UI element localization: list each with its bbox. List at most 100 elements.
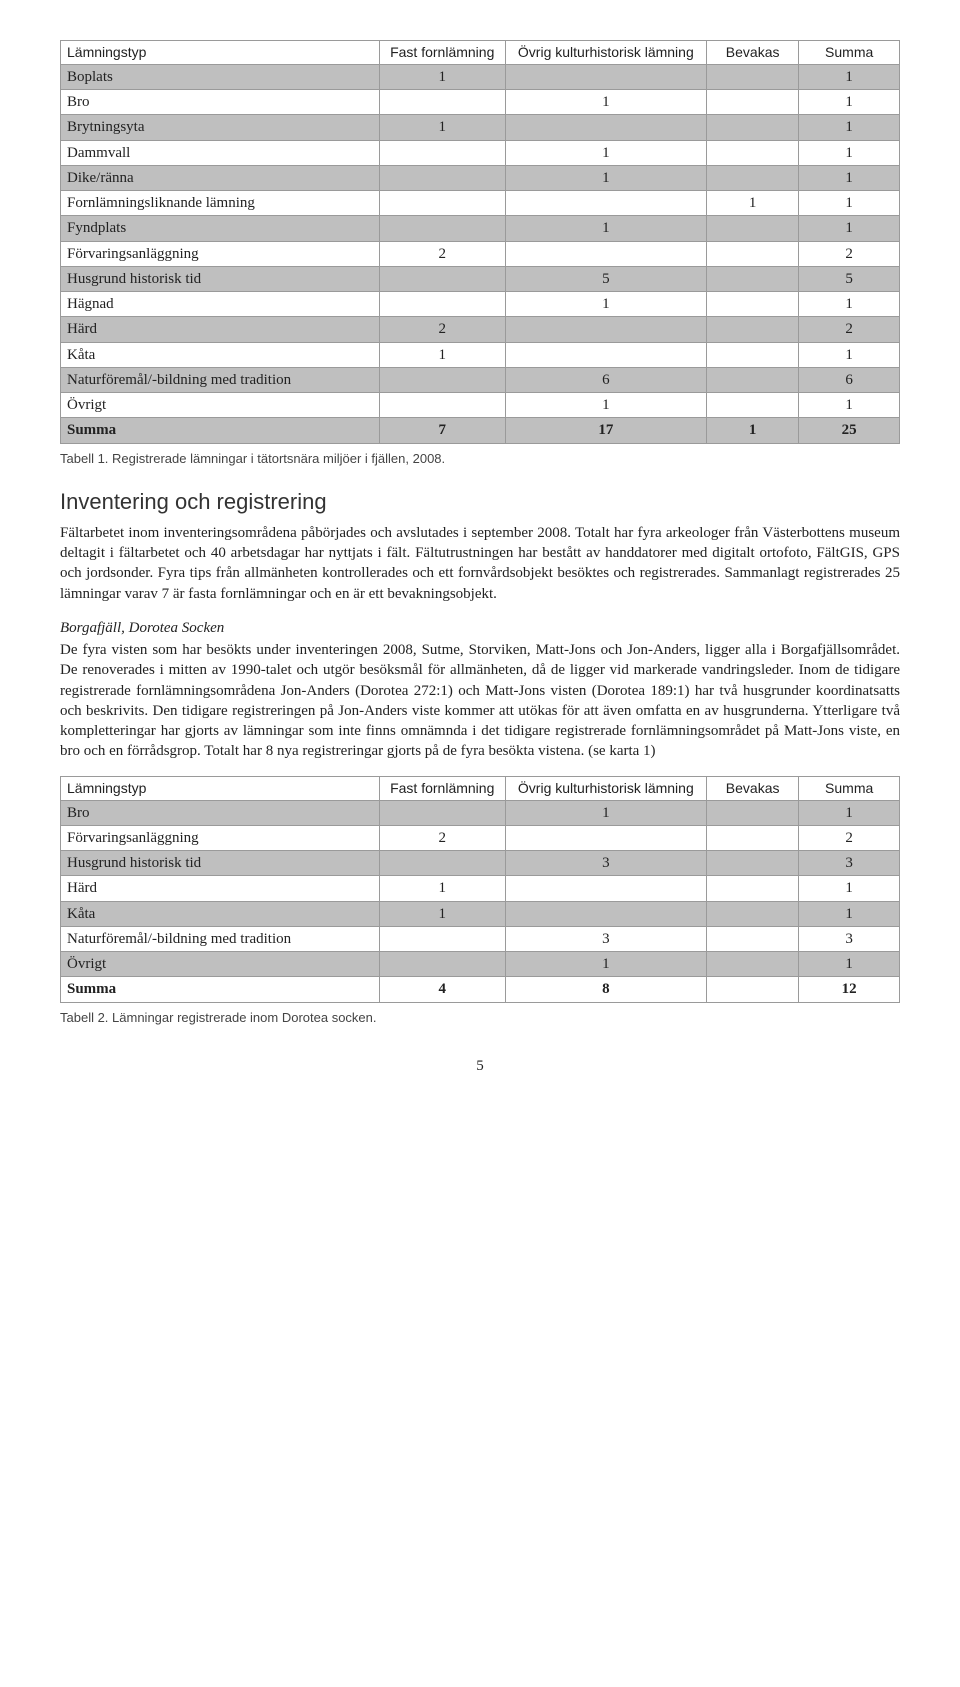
table-cell — [707, 926, 799, 951]
table-cell: 1 — [505, 140, 706, 165]
table-cell: 1 — [379, 64, 505, 89]
table-cell: Fornlämningsliknande lämning — [61, 191, 380, 216]
table-cell — [379, 926, 505, 951]
table-cell — [505, 115, 706, 140]
table-cell: Husgrund historisk tid — [61, 851, 380, 876]
table-cell: 5 — [799, 266, 900, 291]
table-cell — [707, 292, 799, 317]
table-header-cell: Fast fornlämning — [379, 41, 505, 65]
table-cell: 1 — [799, 191, 900, 216]
table-cell: 7 — [379, 418, 505, 443]
table-cell — [707, 393, 799, 418]
table-row: Bro11 — [61, 90, 900, 115]
table-cell: 1 — [505, 952, 706, 977]
table-cell: 1 — [505, 292, 706, 317]
table-cell: 2 — [379, 825, 505, 850]
table-cell — [505, 825, 706, 850]
table-header-cell: Övrig kulturhistorisk lämning — [505, 776, 706, 800]
paragraph-1: Fältarbetet inom inventeringsområdena på… — [60, 523, 900, 604]
table-cell — [707, 876, 799, 901]
table-cell: 1 — [799, 140, 900, 165]
table-cell: 1 — [505, 90, 706, 115]
table-row: Härd22 — [61, 317, 900, 342]
table-cell — [379, 191, 505, 216]
table-cell: Husgrund historisk tid — [61, 266, 380, 291]
table-cell: 1 — [799, 901, 900, 926]
table-row: Fornlämningsliknande lämning11 — [61, 191, 900, 216]
table-cell: 1 — [707, 418, 799, 443]
subheading: Borgafjäll, Dorotea Socken — [60, 618, 900, 638]
table-cell: 1 — [799, 393, 900, 418]
table-cell — [379, 851, 505, 876]
table-cell: 6 — [799, 367, 900, 392]
table-sum-row: Summa717125 — [61, 418, 900, 443]
table-row: Dammvall 1 1 — [61, 140, 900, 165]
table-cell: Naturföremål/-bildning med tradition — [61, 367, 380, 392]
table-cell — [707, 216, 799, 241]
table-cell: Dammvall — [61, 140, 380, 165]
table-cell: 6 — [505, 367, 706, 392]
table-cell — [379, 800, 505, 825]
table-cell: Naturföremål/-bildning med tradition — [61, 926, 380, 951]
table-cell — [505, 901, 706, 926]
table-cell — [379, 266, 505, 291]
table-cell — [707, 64, 799, 89]
table-header-cell: Summa — [799, 41, 900, 65]
table-cell: 1 — [799, 292, 900, 317]
table-1: LämningstypFast fornlämningÖvrig kulturh… — [60, 40, 900, 444]
table-cell — [707, 342, 799, 367]
table-header-cell: Bevakas — [707, 41, 799, 65]
table-2-caption: Tabell 2. Lämningar registrerade inom Do… — [60, 1009, 900, 1027]
table-cell: 1 — [799, 115, 900, 140]
table-cell: Bro — [61, 90, 380, 115]
table-cell: 2 — [799, 241, 900, 266]
table-row: Bro11 — [61, 800, 900, 825]
table-header-cell: Lämningstyp — [61, 776, 380, 800]
table-cell: 1 — [379, 876, 505, 901]
table-cell — [707, 901, 799, 926]
table-cell — [379, 367, 505, 392]
table-cell: 1 — [505, 800, 706, 825]
table-sum-row: Summa4812 — [61, 977, 900, 1002]
table-row: Brytningsyta11 — [61, 115, 900, 140]
table-cell — [379, 292, 505, 317]
table-cell — [707, 851, 799, 876]
table-row: Förvaringsanläggning22 — [61, 241, 900, 266]
table-cell: 1 — [379, 342, 505, 367]
table-cell: 1 — [799, 342, 900, 367]
table-1-caption: Tabell 1. Registrerade lämningar i tätor… — [60, 450, 900, 468]
table-row: Husgrund historisk tid33 — [61, 851, 900, 876]
table-header-cell: Summa — [799, 776, 900, 800]
table-cell — [707, 800, 799, 825]
table-cell: Boplats — [61, 64, 380, 89]
table-cell — [505, 876, 706, 901]
table-cell: 17 — [505, 418, 706, 443]
table-cell: Härd — [61, 876, 380, 901]
table-row: Kåta11 — [61, 342, 900, 367]
table-cell: 1 — [799, 165, 900, 190]
table-cell: 1 — [799, 952, 900, 977]
table-header-cell: Bevakas — [707, 776, 799, 800]
table-row: Kåta11 — [61, 901, 900, 926]
table-row: Boplats11 — [61, 64, 900, 89]
page-number: 5 — [60, 1056, 900, 1076]
table-cell — [505, 241, 706, 266]
table-cell: 1 — [379, 901, 505, 926]
table-cell: 4 — [379, 977, 505, 1002]
table-cell: 1 — [799, 216, 900, 241]
table-cell: Brytningsyta — [61, 115, 380, 140]
table-cell — [707, 977, 799, 1002]
table-cell: Kåta — [61, 342, 380, 367]
table-header-row: LämningstypFast fornlämningÖvrig kulturh… — [61, 41, 900, 65]
table-cell: 3 — [505, 926, 706, 951]
table-cell: 2 — [799, 317, 900, 342]
table-2: LämningstypFast fornlämningÖvrig kulturh… — [60, 776, 900, 1003]
table-cell — [379, 393, 505, 418]
table-cell — [707, 952, 799, 977]
table-cell: 1 — [505, 216, 706, 241]
table-cell — [379, 952, 505, 977]
table-cell — [505, 342, 706, 367]
table-row: Förvaringsanläggning22 — [61, 825, 900, 850]
table-cell: 3 — [799, 851, 900, 876]
table-cell — [379, 140, 505, 165]
